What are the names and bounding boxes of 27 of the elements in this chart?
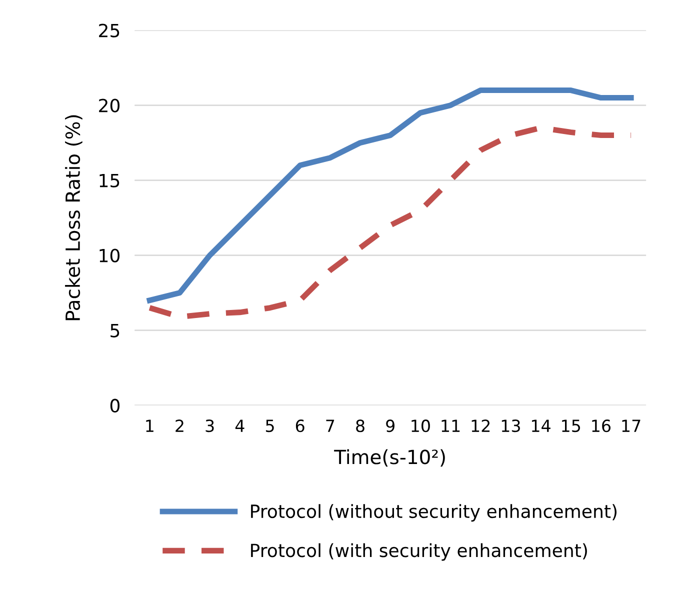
x-tick-label: 2 <box>176 420 184 432</box>
x-tick-label: 13 <box>502 420 520 432</box>
x-axis-title: Time(s-10²) <box>334 449 445 467</box>
x-tick-label: 11 <box>442 420 460 432</box>
x-tick-label: 10 <box>412 420 430 432</box>
x-tick-label: 3 <box>206 420 214 432</box>
x-tick-label: 7 <box>326 420 334 432</box>
x-tick-label: 1 <box>146 420 154 432</box>
y-tick-label: 15 <box>100 174 120 188</box>
x-tick-label: 5 <box>266 420 274 432</box>
y-tick-label: 20 <box>99 98 120 112</box>
x-tick-label: 14 <box>532 420 550 432</box>
x-tick-label: 12 <box>472 420 490 432</box>
x-tick-label: 8 <box>356 420 364 432</box>
y-tick-label: 0 <box>110 398 120 412</box>
y-axis-title: Packet Loss Ratio (%) <box>65 115 82 320</box>
x-tick-label: 15 <box>562 420 580 432</box>
x-tick-label: 9 <box>386 420 394 432</box>
x-tick-label: 6 <box>296 420 304 432</box>
y-tick-label: 5 <box>110 324 120 338</box>
legend-label: Protocol (with security enhancement) <box>251 543 587 561</box>
x-tick-label: 17 <box>622 420 640 432</box>
y-tick-label: 25 <box>99 24 120 38</box>
legend-label: Protocol (without security enhancement) <box>251 504 617 522</box>
x-tick-label: 4 <box>235 420 244 432</box>
y-tick-label: 10 <box>100 248 120 262</box>
x-tick-label: 16 <box>592 420 611 432</box>
